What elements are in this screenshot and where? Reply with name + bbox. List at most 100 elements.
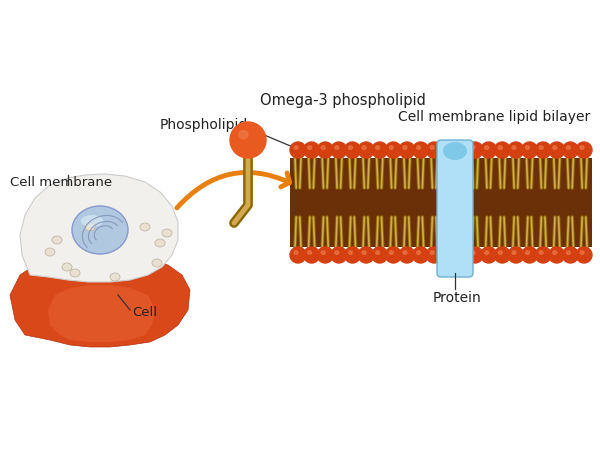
Circle shape bbox=[521, 247, 538, 263]
Polygon shape bbox=[48, 285, 155, 342]
Ellipse shape bbox=[566, 251, 571, 254]
Ellipse shape bbox=[72, 206, 128, 254]
Circle shape bbox=[399, 247, 415, 263]
Ellipse shape bbox=[335, 251, 339, 254]
Ellipse shape bbox=[471, 251, 475, 254]
Circle shape bbox=[562, 142, 578, 158]
Circle shape bbox=[440, 142, 456, 158]
Ellipse shape bbox=[471, 146, 475, 149]
Circle shape bbox=[576, 247, 592, 263]
Ellipse shape bbox=[457, 146, 461, 149]
Ellipse shape bbox=[580, 146, 584, 149]
Circle shape bbox=[372, 247, 388, 263]
Circle shape bbox=[494, 247, 510, 263]
Bar bbox=[290, 158, 592, 247]
Ellipse shape bbox=[430, 146, 434, 149]
Ellipse shape bbox=[52, 236, 62, 244]
Text: Cell: Cell bbox=[132, 306, 157, 319]
Circle shape bbox=[562, 247, 578, 263]
Circle shape bbox=[344, 142, 361, 158]
Ellipse shape bbox=[444, 146, 448, 149]
Circle shape bbox=[440, 247, 456, 263]
Ellipse shape bbox=[498, 251, 502, 254]
Text: Phospholipid: Phospholipid bbox=[160, 118, 248, 132]
FancyBboxPatch shape bbox=[437, 140, 473, 277]
Ellipse shape bbox=[485, 251, 488, 254]
Circle shape bbox=[467, 142, 483, 158]
Ellipse shape bbox=[526, 251, 530, 254]
Ellipse shape bbox=[152, 259, 162, 267]
Text: Cell membrane lipid bilayer: Cell membrane lipid bilayer bbox=[398, 110, 590, 124]
Circle shape bbox=[317, 142, 333, 158]
Circle shape bbox=[454, 247, 469, 263]
Ellipse shape bbox=[457, 251, 461, 254]
Ellipse shape bbox=[81, 215, 103, 227]
Ellipse shape bbox=[362, 146, 366, 149]
Circle shape bbox=[454, 142, 469, 158]
Circle shape bbox=[508, 142, 524, 158]
Circle shape bbox=[358, 142, 374, 158]
Text: Protein: Protein bbox=[433, 291, 481, 305]
Ellipse shape bbox=[512, 251, 516, 254]
Ellipse shape bbox=[566, 146, 571, 149]
Circle shape bbox=[304, 247, 320, 263]
Ellipse shape bbox=[403, 251, 407, 254]
Polygon shape bbox=[10, 257, 190, 347]
Circle shape bbox=[467, 247, 483, 263]
Ellipse shape bbox=[403, 146, 407, 149]
Ellipse shape bbox=[62, 263, 72, 271]
Circle shape bbox=[304, 142, 320, 158]
Ellipse shape bbox=[85, 223, 95, 231]
Ellipse shape bbox=[444, 251, 448, 254]
Polygon shape bbox=[20, 174, 178, 282]
Ellipse shape bbox=[335, 146, 339, 149]
Ellipse shape bbox=[485, 146, 488, 149]
Ellipse shape bbox=[553, 146, 557, 149]
Circle shape bbox=[413, 247, 428, 263]
Circle shape bbox=[494, 142, 510, 158]
Circle shape bbox=[549, 142, 565, 158]
Ellipse shape bbox=[308, 146, 311, 149]
Ellipse shape bbox=[70, 269, 80, 277]
Ellipse shape bbox=[389, 251, 394, 254]
Circle shape bbox=[385, 142, 401, 158]
Ellipse shape bbox=[553, 251, 557, 254]
Ellipse shape bbox=[349, 146, 352, 149]
Ellipse shape bbox=[294, 146, 298, 149]
Ellipse shape bbox=[239, 130, 248, 139]
Circle shape bbox=[358, 247, 374, 263]
Circle shape bbox=[344, 247, 361, 263]
Circle shape bbox=[290, 142, 306, 158]
Text: Cell membrane: Cell membrane bbox=[10, 176, 112, 189]
Circle shape bbox=[426, 142, 442, 158]
Circle shape bbox=[331, 142, 347, 158]
Ellipse shape bbox=[526, 146, 530, 149]
Ellipse shape bbox=[294, 251, 298, 254]
Text: Omega-3 phospholipid: Omega-3 phospholipid bbox=[260, 93, 426, 108]
Ellipse shape bbox=[349, 251, 352, 254]
Circle shape bbox=[230, 122, 266, 158]
Ellipse shape bbox=[308, 251, 311, 254]
Ellipse shape bbox=[443, 142, 467, 160]
Circle shape bbox=[549, 247, 565, 263]
Ellipse shape bbox=[155, 239, 165, 247]
Ellipse shape bbox=[110, 273, 120, 281]
Circle shape bbox=[399, 142, 415, 158]
Circle shape bbox=[290, 247, 306, 263]
Circle shape bbox=[576, 142, 592, 158]
Ellipse shape bbox=[389, 146, 394, 149]
Ellipse shape bbox=[362, 251, 366, 254]
Circle shape bbox=[521, 142, 538, 158]
Ellipse shape bbox=[376, 146, 380, 149]
Ellipse shape bbox=[140, 223, 150, 231]
Circle shape bbox=[317, 247, 333, 263]
Ellipse shape bbox=[580, 251, 584, 254]
Ellipse shape bbox=[321, 146, 325, 149]
Circle shape bbox=[508, 247, 524, 263]
Ellipse shape bbox=[539, 251, 543, 254]
Ellipse shape bbox=[376, 251, 380, 254]
Ellipse shape bbox=[430, 251, 434, 254]
Circle shape bbox=[372, 142, 388, 158]
Ellipse shape bbox=[162, 229, 172, 237]
Ellipse shape bbox=[498, 146, 502, 149]
